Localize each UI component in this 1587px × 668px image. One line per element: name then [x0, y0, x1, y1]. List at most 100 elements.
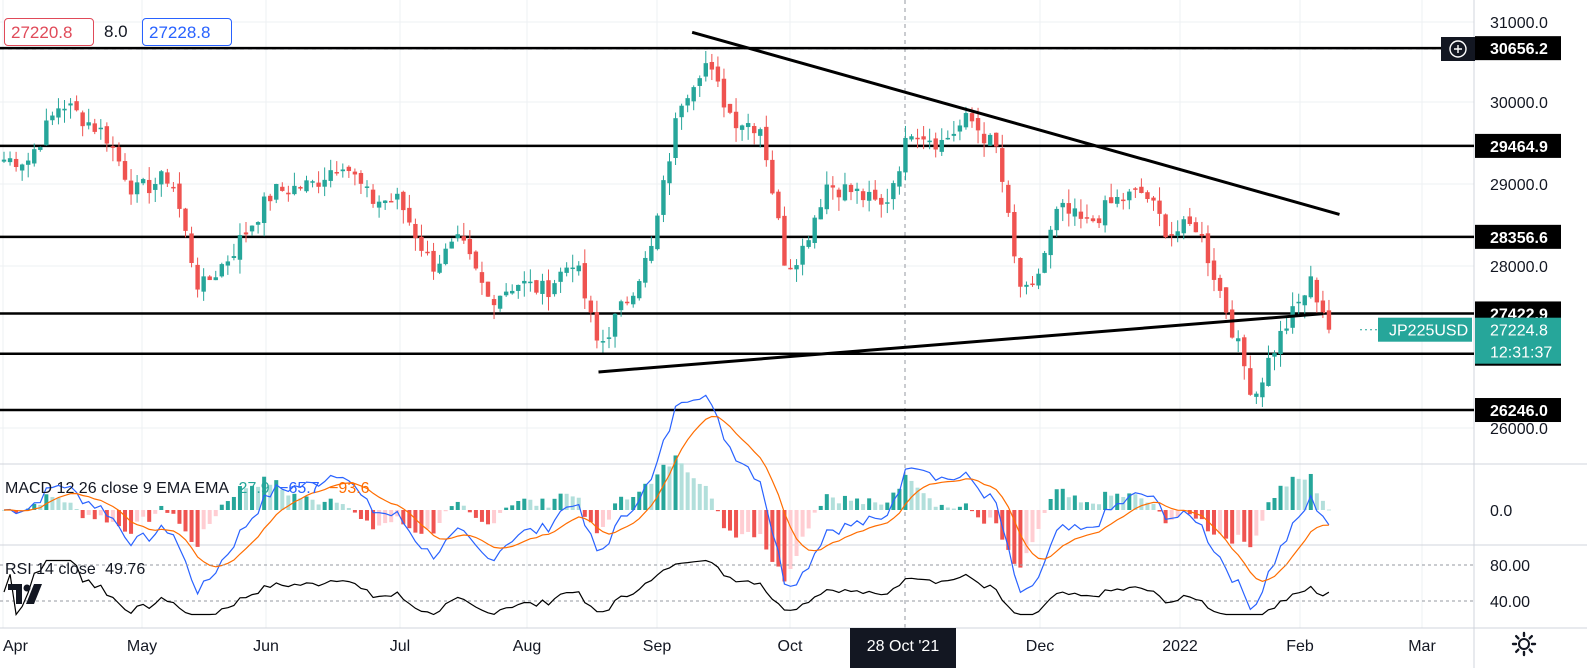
candle-body-212 [1284, 328, 1289, 331]
candle-126 [764, 115, 769, 167]
macd-hist-bar-11 [68, 502, 73, 510]
horizontal-levels [0, 46, 1474, 412]
macd-hist-bar-176 [1066, 497, 1071, 510]
candle-203 [1229, 300, 1235, 339]
candle-body-150 [909, 136, 914, 140]
candle-29 [177, 172, 182, 218]
macd-hist-bar-13 [80, 510, 85, 519]
candle-body-171 [1036, 273, 1041, 286]
macd-hist-bar-36 [219, 504, 224, 510]
candle-120 [727, 103, 733, 115]
candle-27 [165, 168, 170, 188]
candle-body-91 [552, 283, 557, 295]
rsi-axis-label-0: 80.00 [1490, 558, 1530, 575]
candle-body-111 [673, 118, 678, 159]
macd-legend[interactable]: MACD 12 26 close 9 EMA EMA 27.9 −65.7 −9… [5, 480, 375, 498]
candle-body-80 [485, 281, 491, 297]
macd-hist-bar-119 [721, 510, 726, 529]
symbol-tag-text: JP225USD [1389, 323, 1468, 340]
candle-body-192 [1163, 214, 1168, 238]
macd-hist-bar-96 [582, 510, 587, 517]
candle-18 [110, 136, 116, 162]
price-level-tag-1: 29464.9 [1475, 133, 1561, 158]
macd-hist-bar-144 [873, 502, 878, 510]
candle-204 [1236, 330, 1241, 353]
macd-hist-bar-164 [994, 510, 999, 524]
countdown-text: 12:31:37 [1490, 345, 1552, 362]
candle-97 [588, 295, 594, 323]
add-alert-plus-icon[interactable] [1441, 37, 1475, 61]
settings-gear-icon[interactable] [1511, 631, 1537, 657]
candle-body-98 [594, 312, 600, 341]
candle-body-104 [631, 295, 636, 305]
candle-body-122 [739, 125, 745, 130]
macd-hist-bar-77 [467, 510, 472, 513]
candle-body-125 [758, 129, 763, 136]
candle-99 [600, 329, 606, 353]
candle-body-139 [842, 184, 848, 201]
candle-body-0 [1, 159, 7, 162]
macd-hist-bar-207 [1254, 510, 1259, 536]
candle-141 [854, 182, 860, 204]
candle-171 [1036, 268, 1041, 290]
candle-body-52 [316, 182, 321, 187]
bid-price-tag[interactable]: 27220.8 [4, 18, 94, 46]
candle-body-198 [1199, 233, 1205, 236]
macd-hist-bar-46 [280, 489, 285, 510]
candle-body-1 [7, 158, 13, 163]
candle-197 [1193, 217, 1199, 233]
macd-hist-bar-60 [365, 510, 369, 521]
price-level-tag-5: 26246.0 [1475, 398, 1561, 423]
candle-89 [540, 273, 545, 305]
macd-pane [2, 394, 1331, 611]
candle-8 [50, 111, 55, 126]
candle-body-24 [147, 179, 152, 194]
candle-body-127 [770, 159, 775, 194]
candle-9 [56, 98, 61, 125]
macd-hist-bar-79 [479, 510, 484, 522]
candle-69 [419, 224, 424, 257]
candle-196 [1187, 207, 1192, 226]
candle-body-86 [522, 280, 527, 284]
rsi-legend[interactable]: RSI 14 close 49.76 [5, 561, 150, 579]
macd-hist-bar-71 [431, 510, 436, 534]
candle-body-105 [637, 281, 642, 299]
candle-body-25 [153, 183, 158, 190]
macd-hist-bar-16 [98, 510, 103, 516]
candle-body-140 [848, 184, 854, 193]
candle-body-69 [419, 236, 424, 251]
candle-body-201 [1217, 277, 1223, 291]
macd-hist-bar-129 [782, 510, 787, 582]
candle-129 [782, 206, 787, 266]
time-label-9: Feb [1286, 638, 1314, 655]
candle-body-28 [171, 186, 176, 189]
macd-hist-bar-168 [1018, 510, 1023, 568]
macd-hist-bar-28 [171, 510, 176, 514]
candle-body-155 [939, 139, 944, 152]
candle-28 [171, 182, 176, 192]
ask-price-tag[interactable]: 27228.8 [142, 18, 232, 46]
macd-hist-bar-97 [588, 510, 593, 523]
candle-body-113 [685, 98, 690, 106]
candle-body-74 [449, 241, 454, 249]
candle-body-15 [92, 123, 97, 132]
candle-body-77 [467, 238, 473, 255]
macd-hist-bar-106 [643, 483, 648, 510]
candle-41 [249, 225, 255, 236]
macd-hist-bar-49 [298, 498, 303, 510]
rsi-value: 49.76 [105, 561, 146, 578]
macd-hist-bar-208 [1260, 510, 1265, 521]
candle-body-27 [165, 172, 170, 184]
candle-148 [897, 166, 902, 195]
macd-hist-bar-8 [50, 497, 55, 510]
candle-117 [709, 53, 715, 81]
candle-body-58 [352, 171, 358, 175]
macd-hist-bar-58 [352, 510, 357, 513]
candle-125 [758, 127, 763, 148]
candle-66 [401, 190, 406, 224]
candle-body-166 [1006, 184, 1011, 213]
candle-74 [449, 238, 454, 249]
candle-body-37 [225, 261, 231, 266]
candle-body-79 [479, 272, 485, 283]
